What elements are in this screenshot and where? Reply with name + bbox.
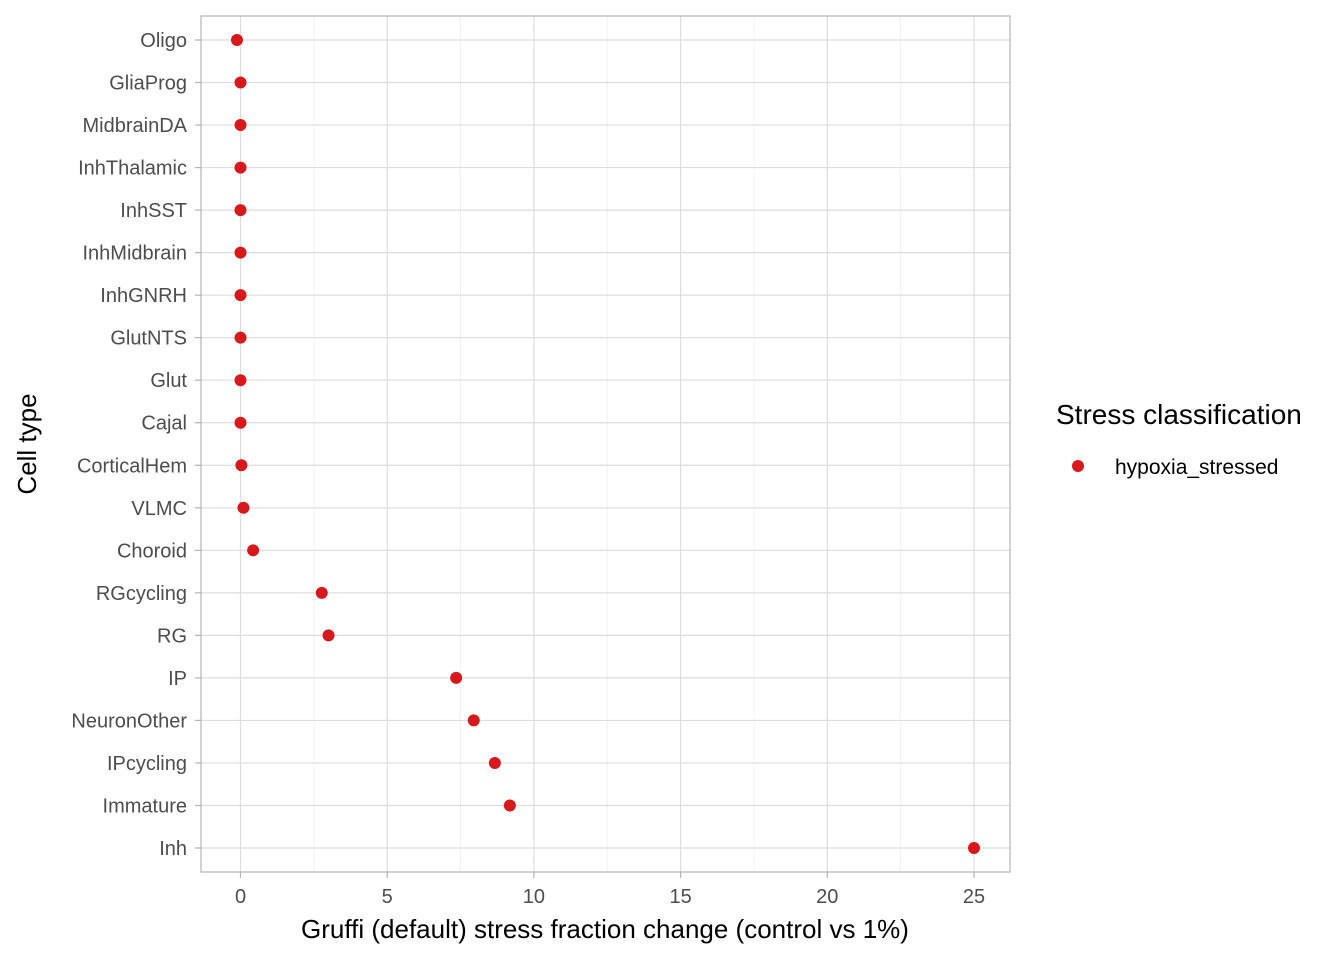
data-point xyxy=(234,119,247,132)
data-point xyxy=(234,289,247,302)
y-tick-label: Immature xyxy=(103,795,187,817)
y-tick-label: IPcycling xyxy=(107,753,187,775)
y-tick-label: InhThalamic xyxy=(78,158,187,180)
data-point xyxy=(450,671,463,684)
y-tick-label: NeuronOther xyxy=(71,710,187,732)
x-tick-label: 25 xyxy=(963,886,985,908)
y-tick-label: InhMidbrain xyxy=(82,243,187,265)
y-tick-label: InhGNRH xyxy=(100,285,187,307)
y-axis: Oligo GliaProg MidbrainDA InhThalamic InhSST… xyxy=(71,30,201,860)
x-tick-label: 15 xyxy=(669,886,691,908)
data-point xyxy=(230,34,243,46)
data-point xyxy=(247,544,260,557)
data-point xyxy=(488,756,501,769)
x-axis-title: Gruffi (default) stress fraction change … xyxy=(301,914,909,944)
legend-key-hypoxia-stressed xyxy=(1072,460,1084,472)
data-point xyxy=(234,204,247,217)
x-tick-label: 10 xyxy=(523,886,545,908)
panel-background xyxy=(201,16,1010,872)
y-tick-label: Choroid xyxy=(117,540,187,562)
data-point xyxy=(234,331,247,344)
data-point xyxy=(234,76,247,89)
x-tick-label: 0 xyxy=(235,886,246,908)
y-tick-label: CorticalHem xyxy=(77,455,187,477)
data-point xyxy=(237,501,250,514)
data-point xyxy=(234,246,247,259)
data-point xyxy=(315,586,328,599)
y-tick-label: MidbrainDA xyxy=(83,115,188,137)
y-tick-label: Inh xyxy=(159,838,187,860)
data-point xyxy=(235,459,248,472)
y-tick-label: GliaProg xyxy=(109,73,187,95)
y-tick-label: GlutNTS xyxy=(110,328,187,350)
x-tick-label: 5 xyxy=(382,886,393,908)
y-tick-label: Oligo xyxy=(140,30,187,52)
data-point xyxy=(968,842,980,854)
y-tick-label: Cajal xyxy=(141,413,187,435)
data-point xyxy=(234,416,247,429)
data-point xyxy=(503,799,516,812)
y-tick-label: IP xyxy=(168,668,187,690)
data-point xyxy=(234,161,247,174)
x-axis: 0 5 10 15 20 25 xyxy=(235,872,985,908)
x-tick-label: 20 xyxy=(816,886,838,908)
legend-label-hypoxia-stressed: hypoxia_stressed xyxy=(1115,456,1278,479)
y-axis-title: Cell type xyxy=(12,393,42,494)
data-point xyxy=(322,629,335,642)
data-point xyxy=(234,374,247,387)
grid xyxy=(201,16,1010,872)
y-tick-label: VLMC xyxy=(131,498,187,520)
y-tick-label: RG xyxy=(157,625,187,647)
y-tick-label: RGcycling xyxy=(96,583,187,605)
data-point xyxy=(467,714,480,727)
y-tick-label: Glut xyxy=(150,370,187,392)
data-points xyxy=(230,34,980,854)
y-tick-label: InhSST xyxy=(120,200,187,222)
legend: Stress classification hypoxia_stressed xyxy=(1056,399,1302,479)
legend-title: Stress classification xyxy=(1056,399,1302,430)
panel-border xyxy=(200,15,1011,873)
